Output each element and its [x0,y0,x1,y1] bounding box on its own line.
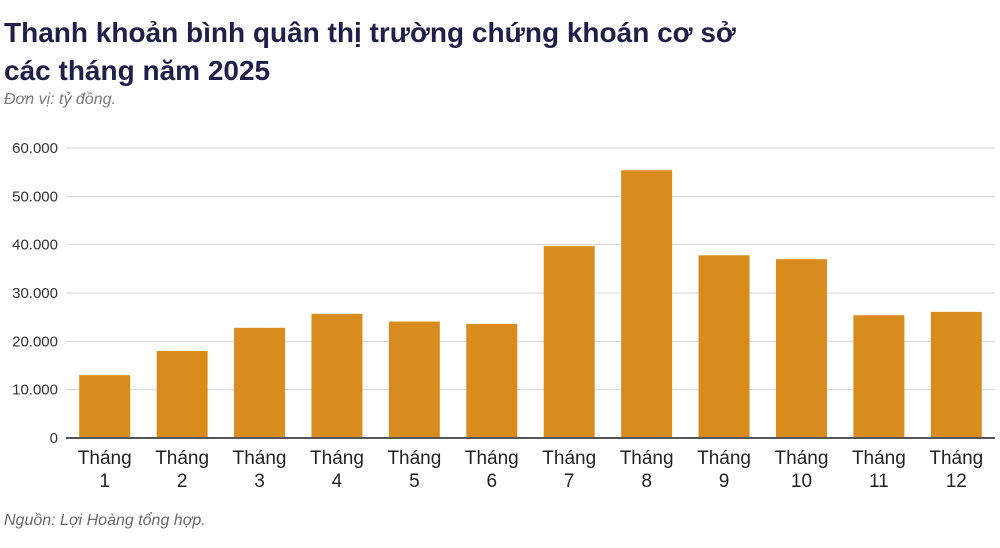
bar [234,327,286,438]
x-tick-label: Tháng [387,448,441,469]
y-tick-label: 0 [50,430,58,447]
x-tick-label: 4 [332,471,343,492]
x-tick-label: 7 [564,471,575,492]
x-tick-label: 3 [254,471,265,492]
y-tick-label: 10.000 [12,382,58,399]
x-tick-label: Tháng [852,448,906,469]
x-tick-label: Tháng [465,448,519,469]
chart-title-line-2: các tháng năm 2025 [4,55,271,86]
bar [388,321,440,438]
x-tick-label: Tháng [233,448,287,469]
bar [621,170,673,438]
y-tick-label: 30.000 [12,285,58,302]
x-tick-label: 6 [487,471,498,492]
x-tick-label: 10 [791,471,812,492]
y-tick-label: 20.000 [12,333,58,350]
chart-title: Thanh khoản bình quân thị trường chứng k… [4,14,884,90]
source-note: Nguồn: Lợi Hoàng tổng hợp. [4,512,206,529]
x-tick-label: Tháng [620,448,674,469]
bar [698,255,750,438]
bar [543,246,595,438]
x-tick-label: Tháng [542,448,596,469]
bar [156,351,208,438]
chart-title-line-1: Thanh khoản bình quân thị trường chứng k… [4,17,736,48]
x-tick-label: 9 [719,471,730,492]
y-tick-label: 40.000 [12,237,58,254]
x-tick-label: 8 [641,471,652,492]
x-tick-label: Tháng [310,448,364,469]
y-tick-label: 50.000 [12,188,58,205]
bar [466,323,518,438]
bar [930,311,982,438]
x-tick-label: 12 [946,471,967,492]
bar [853,315,905,438]
x-tick-label: 5 [409,471,420,492]
x-tick-label: Tháng [78,448,132,469]
unit-note: Đơn vị: tỷ đồng. [4,91,116,108]
bar [311,313,363,438]
x-tick-label: Tháng [155,448,209,469]
x-tick-label: 2 [177,471,188,492]
x-tick-label: 1 [99,471,110,492]
bar [775,259,827,438]
x-tick-label: Tháng [775,448,829,469]
y-tick-label: 60.000 [12,140,58,157]
x-tick-label: Tháng [697,448,751,469]
bar [79,375,131,438]
x-tick-label: Tháng [929,448,983,469]
x-tick-label: 11 [869,471,889,492]
